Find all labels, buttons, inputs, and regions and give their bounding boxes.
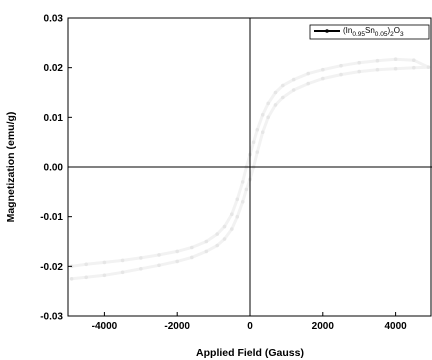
data-point [235,214,240,219]
data-point [230,212,234,216]
data-point [215,243,219,248]
legend-text-2: 0.95 [352,31,365,38]
data-point [357,69,362,74]
y-axis-title: Magnetization (emu/g) [5,112,17,223]
series-layer [69,57,431,281]
data-point [426,65,431,69]
data-point [281,83,285,88]
data-point [357,60,362,65]
data-point [120,258,125,263]
data-point [255,128,260,132]
data-point [215,232,219,236]
legend-text-4: 0.05 [375,31,388,38]
data-point [84,262,88,267]
x-tick-label: -2000 [164,321,190,332]
y-tick-label: 0.03 [44,14,64,25]
legend-text-8: 3 [400,31,404,38]
data-point [375,67,380,72]
data-point [157,263,161,268]
data-point [339,72,343,77]
data-point [190,255,194,260]
x-tick-label: 2000 [312,321,335,332]
legend-text-5: ) [387,26,390,35]
data-point [139,267,143,271]
data-point [102,273,107,278]
data-point [291,88,296,92]
x-tick-label: 0 [247,321,253,332]
data-point [306,81,311,86]
data-point [321,76,325,81]
legend-text-1: (In [343,26,352,35]
data-point [139,256,143,260]
data-point [321,67,325,72]
data-point [120,270,125,275]
y-tick-label: -0.03 [40,312,63,323]
data-point [157,253,161,257]
x-axis-title: Applied Field (Gauss) [196,347,304,359]
data-point [260,113,265,117]
y-tick-label: 0.00 [44,163,64,174]
data-point [306,71,311,76]
data-point [240,180,245,184]
data-point [281,95,285,100]
data-point [175,249,179,254]
data-point [273,90,278,95]
legend-text-6: 2 [390,31,394,38]
data-point [244,187,249,192]
y-axis-ticks: -0.03 -0.02 -0.01 0.00 0.01 0.02 0.03 [40,14,72,323]
legend-text-3: Sn [365,26,375,35]
legend-box [309,24,430,40]
data-point [222,224,227,229]
data-point [251,140,256,144]
legend-text-7: O [394,26,400,35]
data-point [235,197,240,202]
data-point [222,237,227,241]
data-point [255,150,260,154]
data-point [339,63,343,68]
data-point [393,57,398,61]
data-point [273,103,278,107]
data-point [266,115,271,120]
data-point [412,65,416,70]
data-point [266,101,271,106]
data-point [204,249,209,254]
legend-marker [325,29,329,33]
legend-entry: (In0.95Sn0.05)2O3 [343,26,404,38]
y-tick-label: 0.01 [44,113,64,124]
legend: (In0.95Sn0.05)2O3 [309,24,430,40]
data-point [393,66,398,71]
data-point [190,245,194,250]
data-point [260,130,265,134]
data-point [230,227,234,231]
data-point [204,239,209,244]
data-point [375,58,380,63]
data-point [240,200,245,204]
data-point [69,277,74,281]
y-tick-label: -0.01 [40,212,63,223]
x-axis-ticks: -4000 -2000 0 2000 4000 [92,312,407,332]
data-point [102,260,107,265]
x-tick-label: 4000 [384,321,407,332]
data-point [175,259,179,264]
x-tick-label: -4000 [92,321,118,332]
data-point [84,275,88,280]
data-point [291,77,296,82]
y-tick-label: 0.02 [44,63,64,74]
data-point [412,58,416,62]
y-tick-label: -0.02 [40,262,63,273]
